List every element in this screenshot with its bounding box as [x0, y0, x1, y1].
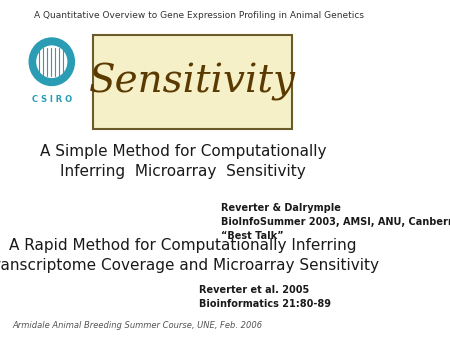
Text: Armidale Animal Breeding Summer Course, UNE, Feb. 2006: Armidale Animal Breeding Summer Course, …: [13, 321, 263, 330]
Text: A Simple Method for Computationally
Inferring  Microarray  Sensitivity: A Simple Method for Computationally Infe…: [40, 144, 326, 179]
Text: Reverter et al. 2005
Bioinformatics 21:80-89: Reverter et al. 2005 Bioinformatics 21:8…: [199, 285, 331, 309]
Circle shape: [36, 45, 68, 78]
FancyBboxPatch shape: [94, 35, 292, 129]
Circle shape: [28, 37, 76, 87]
Text: Sensitivity: Sensitivity: [89, 63, 296, 101]
Text: Reverter & Dalrymple
BioInfoSummer 2003, AMSI, ANU, Canberra
“Best Talk”: Reverter & Dalrymple BioInfoSummer 2003,…: [221, 202, 450, 241]
Text: A Quantitative Overview to Gene Expression Profiling in Animal Genetics: A Quantitative Overview to Gene Expressi…: [34, 11, 364, 20]
Text: C S I R O: C S I R O: [32, 95, 72, 104]
Text: A Rapid Method for Computationally Inferring
Transcriptome Coverage and Microarr: A Rapid Method for Computationally Infer…: [0, 238, 379, 272]
